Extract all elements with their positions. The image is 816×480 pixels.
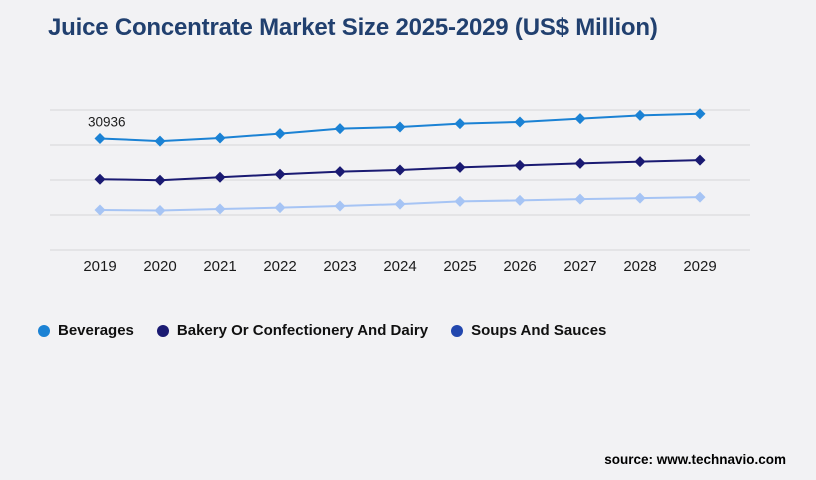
- x-axis-label: 2026: [503, 258, 536, 275]
- x-axis-label: 2027: [563, 258, 596, 275]
- data-point-marker: [274, 128, 286, 140]
- data-point-marker: [274, 168, 286, 180]
- data-point-marker: [514, 116, 526, 128]
- x-axis-label: 2022: [263, 258, 296, 275]
- data-point-marker: [514, 194, 526, 206]
- legend: Beverages Bakery Or Confectionery And Da…: [38, 322, 606, 339]
- source-credit: source: www.technavio.com: [604, 452, 786, 467]
- x-axis-label: 2020: [143, 258, 176, 275]
- data-point-marker: [334, 200, 346, 212]
- line-chart: 2019 2020 2021 2022 2023 2024 2025 2026 2027 2028…: [50, 108, 750, 275]
- data-point-marker: [94, 132, 106, 144]
- x-axis-label: 2023: [323, 258, 356, 275]
- x-axis-label: 2024: [383, 258, 416, 275]
- data-point-marker: [574, 193, 586, 205]
- legend-dot: [38, 324, 50, 337]
- data-point-marker: [694, 191, 706, 203]
- legend-label: Beverages: [58, 322, 134, 339]
- series-markers-bakery-or-confectionery-and-dairy: [94, 154, 706, 186]
- data-point-marker: [214, 171, 226, 183]
- x-axis-label: 2028: [623, 258, 656, 275]
- series-markers-soups-and-sauces: [94, 191, 706, 217]
- data-point-marker: [214, 203, 226, 215]
- data-point-marker: [154, 135, 166, 147]
- legend-item-beverages: Beverages: [38, 322, 134, 339]
- x-axis-labels: 2019 2020 2021 2022 2023 2024 2025 2026 2027 2028…: [83, 258, 716, 275]
- data-point-marker: [274, 202, 286, 214]
- data-point-marker: [334, 123, 346, 135]
- data-point-marker: [94, 173, 106, 185]
- data-point-marker: [574, 113, 586, 125]
- legend-item-bakery-confectionery-dairy: Bakery Or Confectionery And Dairy: [156, 322, 429, 339]
- data-point-marker: [214, 132, 226, 144]
- legend-dot: [156, 324, 169, 337]
- legend-label: Soups And Sauces: [471, 322, 607, 339]
- data-point-marker: [514, 159, 526, 171]
- chart-title: Juice Concentrate Market Size 2025-2029 …: [48, 14, 658, 41]
- data-point-marker: [634, 109, 646, 121]
- data-point-marker: [454, 118, 466, 130]
- data-point-marker: [694, 108, 706, 120]
- data-point-marker: [394, 198, 406, 210]
- x-axis-label: 2019: [83, 258, 116, 275]
- x-axis-label: 2021: [203, 258, 236, 275]
- data-point-marker: [154, 205, 166, 217]
- data-point-marker: [454, 195, 466, 207]
- legend-item-soups-sauces: Soups And Sauces: [451, 322, 606, 339]
- data-point-marker: [94, 204, 106, 216]
- data-label: 30936: [88, 114, 126, 129]
- data-point-marker: [394, 121, 406, 133]
- data-point-marker: [454, 161, 466, 173]
- data-point-marker: [334, 166, 346, 178]
- data-point-marker: [394, 164, 406, 176]
- data-point-marker: [694, 154, 706, 166]
- x-axis-label: 2025: [443, 258, 476, 275]
- x-axis-label: 2029: [683, 258, 716, 275]
- data-point-marker: [634, 192, 646, 204]
- legend-dot: [451, 324, 464, 337]
- data-point-marker: [634, 156, 646, 168]
- series-markers-beverages: [94, 108, 706, 147]
- legend-label: Bakery Or Confectionery And Dairy: [176, 322, 429, 339]
- data-point-marker: [154, 174, 166, 186]
- data-point-marker: [574, 157, 586, 169]
